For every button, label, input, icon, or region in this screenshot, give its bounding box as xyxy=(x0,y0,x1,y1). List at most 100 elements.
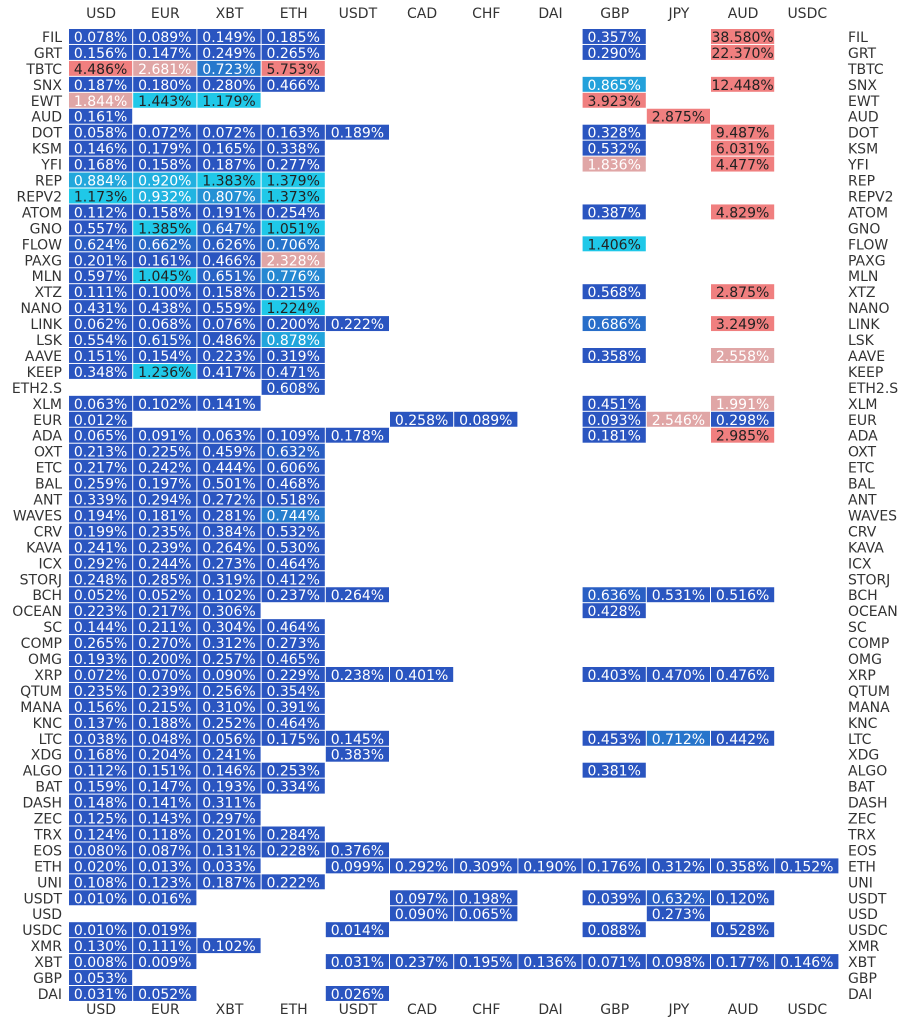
heatmap-cell xyxy=(133,826,197,842)
cell-value-label: 0.010% xyxy=(74,923,127,939)
cell-value-label: 0.102% xyxy=(202,588,255,604)
heatmap-cell xyxy=(197,300,261,316)
heatmap-cell xyxy=(133,523,197,539)
cell-value-label: 0.466% xyxy=(267,78,320,94)
cell-value-label: 0.615% xyxy=(138,333,191,349)
heatmap-cell xyxy=(261,427,325,443)
cell-value-label: 0.486% xyxy=(202,333,255,349)
cell-value-label: 1.991% xyxy=(716,397,769,413)
heatmap-cell xyxy=(133,682,197,698)
heatmap-cell xyxy=(261,730,325,746)
cell-value-label: 2.875% xyxy=(652,110,705,126)
heatmap-cell xyxy=(133,363,197,379)
heatmap-cell xyxy=(133,188,197,204)
heatmap-cell xyxy=(582,348,646,363)
cell-value-label: 0.280% xyxy=(202,78,255,94)
heatmap-cell xyxy=(133,220,197,236)
cell-value-label: 0.358% xyxy=(588,349,641,365)
heatmap-cell xyxy=(197,172,261,188)
cell-value-label: 0.557% xyxy=(74,221,127,237)
cell-value-label: 0.158% xyxy=(202,285,255,301)
cell-value-label: 0.442% xyxy=(716,732,769,748)
heatmap-cell xyxy=(69,619,133,635)
row-label-right: ADA xyxy=(848,429,878,445)
heatmap-cell xyxy=(69,698,133,714)
heatmap-cell xyxy=(69,172,133,188)
row-label-right: XMR xyxy=(848,939,880,955)
heatmap-cell xyxy=(133,698,197,714)
heatmap-cell xyxy=(133,60,197,76)
cell-value-label: 0.102% xyxy=(138,397,191,413)
heatmap-cell xyxy=(454,954,518,970)
cell-value-label: 0.242% xyxy=(138,461,191,477)
heatmap-cell xyxy=(197,332,261,347)
heatmap-cell xyxy=(582,922,646,938)
cell-value-label: 0.292% xyxy=(395,859,448,875)
cell-value-label: 0.177% xyxy=(716,955,769,971)
cell-value-label: 0.238% xyxy=(331,668,384,684)
cell-value-label: 0.624% xyxy=(74,237,127,253)
heatmap-cell xyxy=(646,954,710,970)
heatmap-cell xyxy=(197,284,261,300)
row-label-right: BAT xyxy=(848,780,875,796)
cell-value-label: 4.477% xyxy=(716,158,769,174)
cell-value-label: 0.273% xyxy=(202,556,255,572)
row-label-left: PAXG xyxy=(24,253,62,269)
heatmap-cell xyxy=(197,29,261,44)
heatmap-cell xyxy=(133,794,197,810)
cell-value-label: 0.309% xyxy=(459,859,512,875)
cell-value-label: 0.249% xyxy=(202,46,255,62)
cell-value-label: 0.284% xyxy=(267,827,320,843)
row-label-right: KNC xyxy=(848,716,878,732)
row-label-right: DAI xyxy=(848,987,872,1003)
heatmap-cell xyxy=(69,108,133,124)
cell-value-label: 0.112% xyxy=(74,205,127,221)
cell-value-label: 0.476% xyxy=(716,668,769,684)
column-label-bottom: XBT xyxy=(216,1002,244,1018)
cell-value-label: 0.597% xyxy=(74,269,127,285)
row-label-left: ETC xyxy=(36,461,63,477)
heatmap-cell xyxy=(454,890,518,906)
heatmap-cell xyxy=(390,954,454,970)
row-label-left: STORJ xyxy=(20,572,62,588)
column-label-top: AUD xyxy=(728,6,759,22)
cell-value-label: 0.137% xyxy=(74,716,127,732)
row-label-right: BCH xyxy=(848,588,878,604)
heatmap-cell xyxy=(69,284,133,300)
row-label-left: KSM xyxy=(32,142,62,158)
heatmap-cell xyxy=(261,268,325,284)
heatmap-cell xyxy=(261,76,325,92)
row-label-right: NANO xyxy=(848,301,890,317)
heatmap-cell xyxy=(775,858,839,874)
cell-value-label: 0.149% xyxy=(202,30,255,46)
column-label-top: XBT xyxy=(216,6,244,22)
heatmap-cell xyxy=(261,826,325,842)
row-label-right: XTZ xyxy=(848,285,876,301)
row-label-right: UNI xyxy=(848,875,873,891)
heatmap-cell xyxy=(69,76,133,92)
cell-value-label: 0.031% xyxy=(74,987,127,1003)
heatmap-cell xyxy=(261,156,325,172)
row-label-left: OXT xyxy=(34,445,62,461)
cell-value-label: 0.070% xyxy=(138,668,191,684)
cell-value-label: 0.554% xyxy=(74,333,127,349)
cell-value-label: 0.244% xyxy=(138,556,191,572)
cell-value-label: 0.098% xyxy=(652,955,705,971)
cell-value-label: 0.014% xyxy=(331,923,384,939)
heatmap-cell xyxy=(133,746,197,762)
heatmap-cell xyxy=(261,667,325,682)
row-label-left: NANO xyxy=(20,301,62,317)
heatmap-cell xyxy=(133,986,197,1001)
row-label-left: ADA xyxy=(32,429,62,445)
cell-value-label: 0.031% xyxy=(331,955,384,971)
row-label-left: ANT xyxy=(33,493,62,509)
row-label-right: LSK xyxy=(848,333,875,349)
heatmap-cell xyxy=(197,156,261,172)
cell-value-label: 0.723% xyxy=(202,62,255,78)
cell-value-label: 0.112% xyxy=(74,764,127,780)
row-label-right: TRX xyxy=(847,827,876,843)
cell-value-label: 0.072% xyxy=(202,126,255,142)
cell-value-label: 0.865% xyxy=(588,78,641,94)
cell-value-label: 0.052% xyxy=(138,588,191,604)
cell-value-label: 2.985% xyxy=(716,429,769,445)
